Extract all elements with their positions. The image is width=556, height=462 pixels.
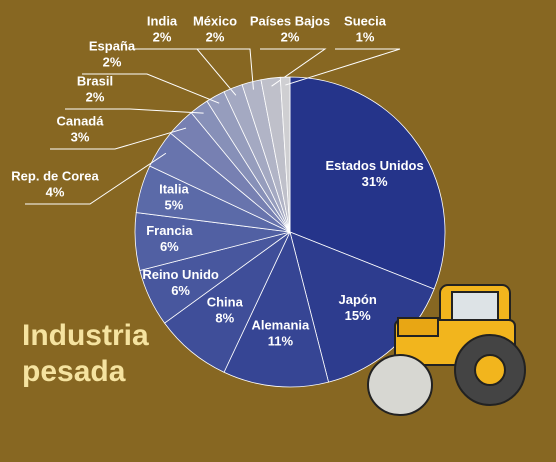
value-label: 8% [215,310,234,325]
slice-label: Italia [159,182,189,197]
steamroller-icon [367,284,526,416]
value-label: 5% [165,198,184,213]
slice-label: Reino Unido [142,267,219,282]
value-label: 31% [362,174,388,189]
value-label: 15% [345,308,371,323]
value-label: 6% [160,239,179,254]
slice-label: Japón [339,292,377,307]
slice-label: Suecia [344,13,387,28]
value-label: 2% [281,29,300,44]
slice-label: México [193,13,237,28]
slice-label: Países Bajos [250,13,330,28]
slice-label: China [207,294,244,309]
pie-slice [223,230,330,388]
slice-label: Canadá [57,113,105,128]
pie-slice [289,76,446,290]
value-label: 11% [268,333,294,348]
pie-slice [279,76,291,233]
slice-label: Francia [146,223,193,238]
slice-label: Alemania [251,317,310,332]
leader-line [260,48,327,87]
pie-slice [289,231,435,383]
value-label: 1% [356,29,375,44]
leader-line [25,152,167,205]
value-label: 6% [171,283,190,298]
slice-label: Estados Unidos [325,158,423,173]
leader-line [285,48,401,86]
value-label: 4% [46,184,65,199]
value-label: 2% [103,54,122,69]
slice-label: Brasil [77,73,113,88]
chart-title: Industria pesada [22,319,149,388]
slice-label: India [147,13,178,28]
slice-label: Rep. de Corea [11,168,99,183]
value-label: 2% [86,89,105,104]
leader-line [185,48,254,90]
value-label: 2% [153,29,172,44]
value-label: 2% [206,29,225,44]
value-label: 3% [71,129,90,144]
leader-line [50,127,187,150]
leader-line [65,108,204,114]
leader-line [132,48,237,96]
leader-line [82,73,220,104]
slice-label: España [89,38,136,53]
